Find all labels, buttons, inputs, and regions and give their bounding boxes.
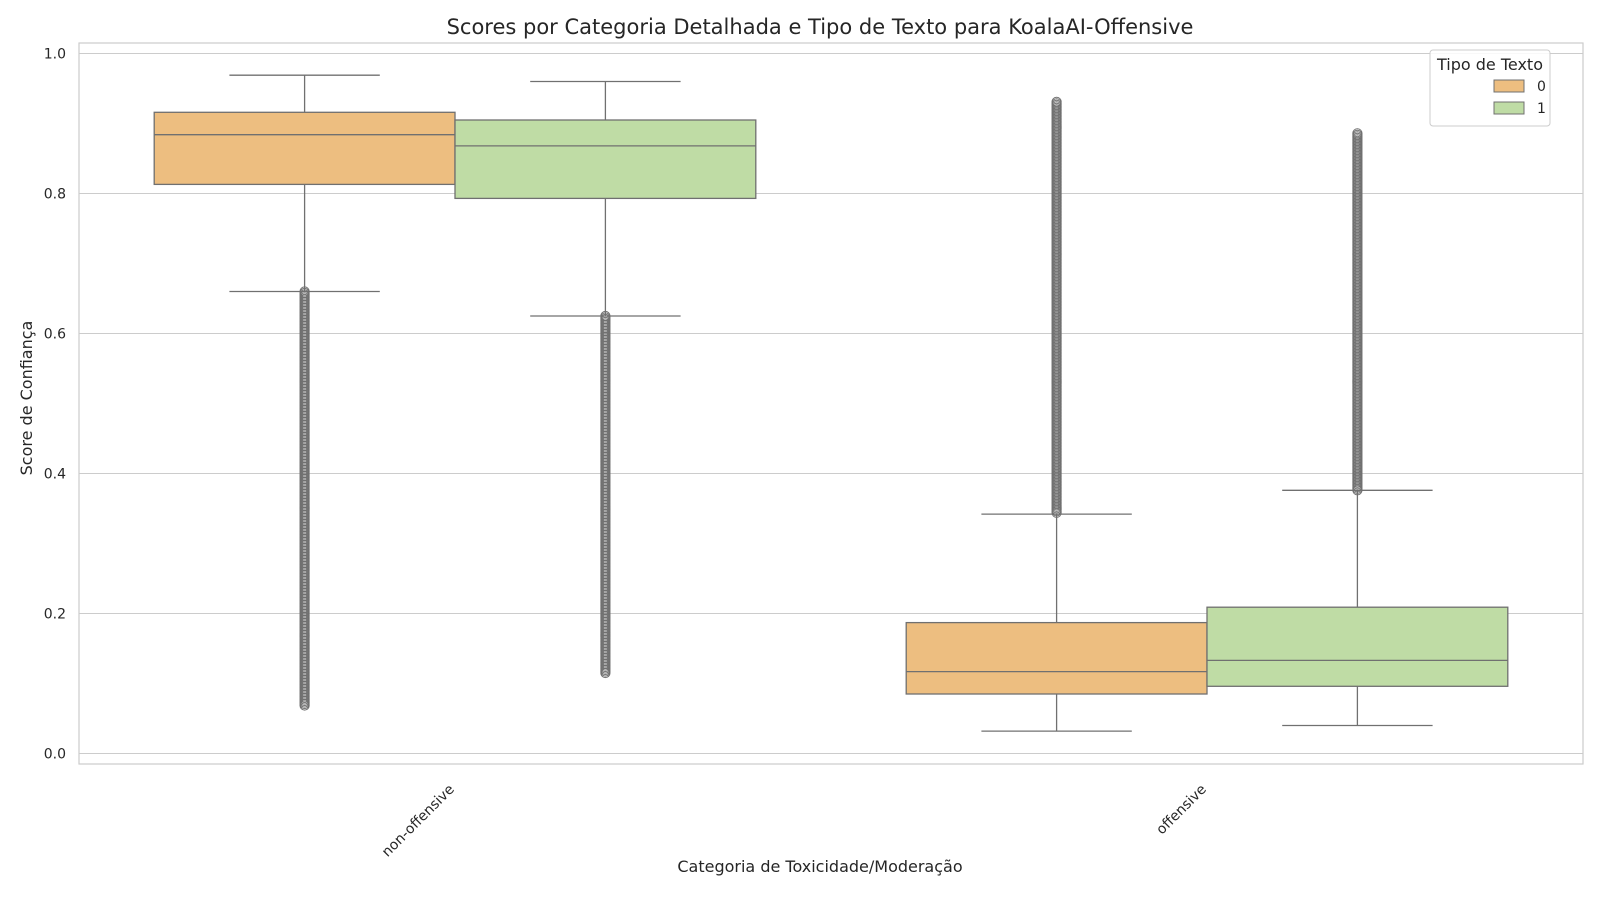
- box-offensive-1: [1206, 489, 1509, 727]
- y-tick-label: 0.6: [44, 327, 66, 343]
- x-axis-ticks: non-offensive offensive: [379, 782, 1210, 861]
- flier-point: [600, 667, 611, 679]
- legend-swatch-1: [1493, 101, 1525, 115]
- legend-title: Tipo de Texto: [1436, 55, 1543, 74]
- legend-label-0: 0: [1537, 79, 1546, 95]
- x-tick-label: non-offensive: [379, 782, 458, 861]
- y-tick-label: 0.8: [44, 187, 66, 203]
- legend-label-1: 1: [1537, 101, 1546, 117]
- y-axis-label: Score de Confiança: [17, 321, 36, 476]
- box-offensive-0: [905, 513, 1208, 732]
- chart-title: Scores por Categoria Detalhada e Tipo de…: [447, 15, 1194, 39]
- x-axis-label: Categoria de Toxicidade/Moderação: [677, 857, 962, 876]
- x-tick-label: offensive: [1153, 782, 1209, 838]
- fliers-non-offensive-0: [299, 286, 310, 711]
- y-tick-label: 1.0: [44, 47, 66, 63]
- fliers-offensive-1: [1352, 128, 1363, 496]
- legend: Tipo de Texto 0 1: [1429, 49, 1551, 127]
- y-tick-label: 0.2: [44, 607, 66, 623]
- y-tick-label: 0.4: [44, 467, 66, 483]
- box-iqr: [905, 621, 1208, 695]
- boxes: [153, 74, 1509, 732]
- y-tick-label: 0.0: [44, 747, 66, 763]
- legend-swatch-0: [1493, 79, 1525, 93]
- fliers-offensive-0: [1051, 96, 1062, 518]
- box-non-offensive-0: [153, 74, 456, 293]
- flier-point: [299, 700, 310, 711]
- box-iqr: [153, 111, 456, 186]
- box-iqr: [454, 119, 757, 200]
- outlier-points: [299, 96, 1363, 711]
- fliers-non-offensive-1: [600, 310, 611, 679]
- box-iqr: [1206, 606, 1509, 687]
- box-non-offensive-1: [454, 80, 757, 317]
- y-axis-ticks: 0.0 0.2 0.4 0.6 0.8 1.0: [44, 47, 66, 763]
